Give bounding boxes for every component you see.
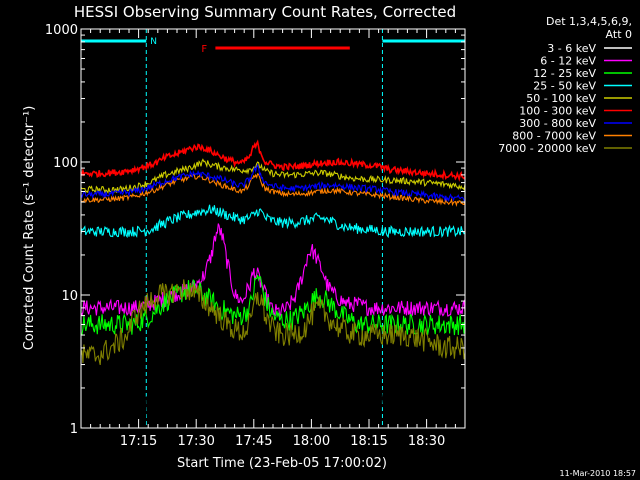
data-layer xyxy=(80,29,466,430)
flare-marker-label: F xyxy=(201,44,207,55)
series-line-7 xyxy=(80,172,466,208)
legend-entry-label: 25 - 50 keV xyxy=(533,80,596,93)
legend-entry-label: 7000 - 20000 keV xyxy=(498,142,596,155)
legend-header-line-1: Det 1,3,4,5,6,9, xyxy=(546,15,632,28)
annotation-layer: NF xyxy=(81,37,465,55)
x-tick-label: 17:45 xyxy=(235,434,272,449)
series-line-8 xyxy=(80,279,466,366)
axes-layer: 17:15 17:30 17:45 18:00 18:15 18:30 1 10 100 1000 xyxy=(45,23,466,449)
x-tick-label: 17:15 xyxy=(120,434,157,449)
series-line-5 xyxy=(80,139,466,182)
series-line-6 xyxy=(80,163,466,202)
chart-title: HESSI Observing Summary Count Rates, Cor… xyxy=(74,3,456,21)
y-axis-label: Corrected Count Rate (s⁻¹ detector⁻¹) xyxy=(22,106,37,351)
legend-entry-label: 50 - 100 keV xyxy=(526,92,596,105)
night-marker-label: N xyxy=(150,37,157,47)
generation-timestamp: 11-Mar-2010 18:57 xyxy=(560,469,637,478)
legend-entry-label: 12 - 25 keV xyxy=(533,67,596,80)
legend-entry-label: 800 - 7000 keV xyxy=(512,130,596,143)
series-line-2 xyxy=(80,274,466,336)
legend-entry-label: 6 - 12 keV xyxy=(540,55,596,68)
x-tick-label: 18:15 xyxy=(350,434,387,449)
x-tick-label: 18:30 xyxy=(408,434,445,449)
y-tick-label: 10 xyxy=(61,289,78,304)
x-axis-label: Start Time (23-Feb-05 17:00:02) xyxy=(177,456,387,471)
legend-entry-label: 100 - 300 keV xyxy=(519,105,596,118)
series-line-4 xyxy=(80,158,466,195)
legend-header-line-2: Att 0 xyxy=(606,28,632,41)
x-tick-label: 18:00 xyxy=(293,434,330,449)
legend-entry-label: 3 - 6 keV xyxy=(547,42,596,55)
series-line-3 xyxy=(80,204,466,239)
y-tick-label: 100 xyxy=(53,156,78,171)
legend-entry-label: 300 - 800 keV xyxy=(519,117,596,130)
x-tick-label: 17:30 xyxy=(177,434,214,449)
y-tick-label: 1 xyxy=(70,422,78,437)
y-tick-label: 1000 xyxy=(45,23,78,38)
